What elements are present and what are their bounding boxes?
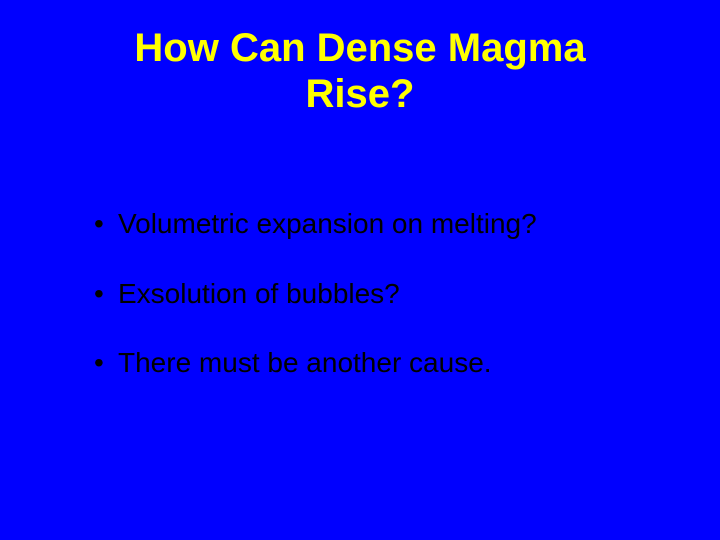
list-item: Exsolution of bubbles?: [90, 277, 640, 311]
list-item: There must be another cause.: [90, 346, 640, 380]
list-item: Volumetric expansion on melting?: [90, 207, 640, 241]
bullet-list: Volumetric expansion on melting? Exsolut…: [80, 207, 640, 380]
slide-title: How Can Dense Magma Rise?: [80, 25, 640, 117]
slide: How Can Dense Magma Rise? Volumetric exp…: [0, 0, 720, 540]
